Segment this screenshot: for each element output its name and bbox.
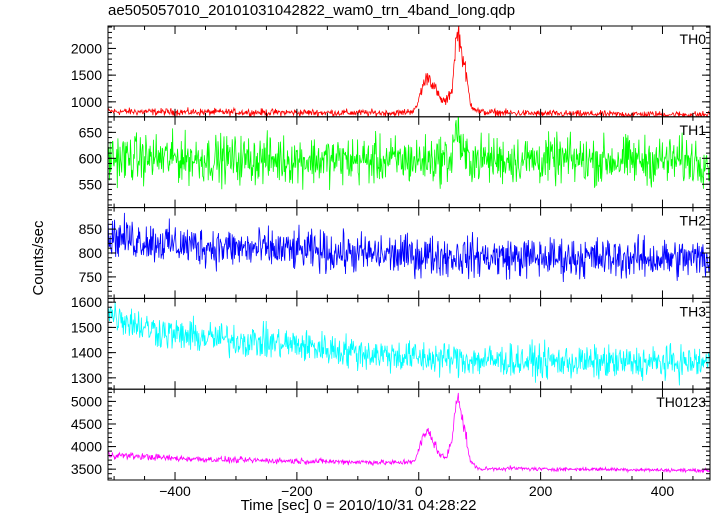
y-tick-label: 600 (79, 150, 103, 166)
y-tick-label: 1000 (71, 94, 102, 110)
y-tick-label: 1500 (71, 67, 102, 83)
y-tick-label: 2000 (71, 40, 102, 56)
y-tick-label: 850 (79, 221, 103, 237)
x-tick-label: 400 (651, 483, 675, 499)
y-tick-label: 4000 (71, 439, 102, 455)
panel-frame-th0 (107, 25, 711, 118)
panel-frame-th0123 (107, 388, 711, 481)
panel-label-th3: TH3 (680, 303, 707, 319)
x-axis-label: Time [sec] 0 = 2010/10/31 04:28:22 (240, 497, 477, 514)
y-tick-label: 1400 (71, 345, 102, 361)
y-tick-label: 650 (79, 124, 103, 140)
x-tick-label: 200 (529, 483, 553, 499)
y-tick-label: 5000 (71, 393, 102, 409)
y-tick-label: 4500 (71, 416, 102, 432)
panel-label-th0: TH0 (680, 31, 707, 47)
series-line-th1 (108, 116, 710, 191)
y-tick-label: 3500 (71, 461, 102, 477)
series-line-th0 (108, 26, 710, 117)
y-tick-label: 1500 (71, 319, 102, 335)
x-tick-label: 0 (415, 483, 423, 499)
series-line-th2 (108, 212, 710, 283)
panel-label-th1: TH1 (680, 122, 707, 138)
x-tick-label: −200 (281, 483, 313, 499)
panel-label-th0123: TH0123 (656, 394, 706, 410)
y-axis-label: Counts/sec (30, 220, 47, 296)
series-line-th0123 (108, 392, 710, 474)
y-tick-label: 550 (79, 176, 103, 192)
y-tick-label: 1300 (71, 370, 102, 386)
panel-label-th2: TH2 (680, 213, 707, 229)
x-tick-label: −400 (159, 483, 191, 499)
y-tick-label: 750 (79, 269, 103, 285)
chart-title: ae505057010_20101031042822_wam0_trn_4ban… (108, 2, 516, 19)
series-line-th3 (108, 302, 710, 386)
y-tick-label: 1600 (71, 294, 102, 310)
y-tick-label: 800 (79, 245, 103, 261)
